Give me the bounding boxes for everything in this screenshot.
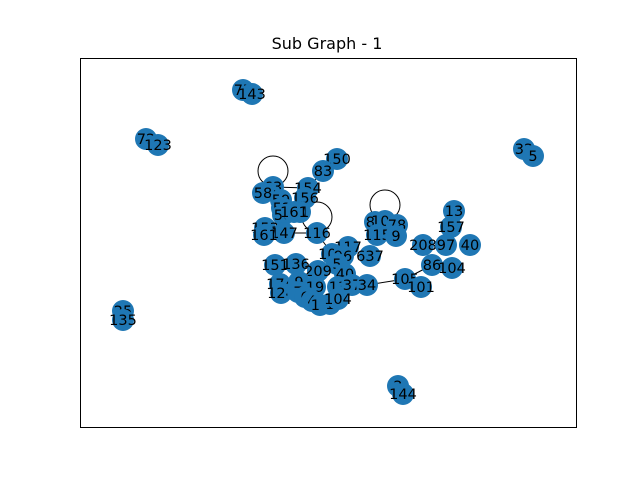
node-label: 161	[280, 205, 308, 221]
node-marker	[270, 282, 292, 304]
node-marker	[356, 274, 378, 296]
graph-node: 135	[109, 309, 137, 331]
node-label: 86	[423, 258, 441, 274]
node-marker	[253, 224, 275, 246]
node-label: 5	[332, 257, 341, 273]
node-label: 147	[270, 226, 298, 242]
graph-node: 40	[459, 234, 481, 256]
graph-node: 34	[356, 274, 378, 296]
graph-node: 115	[363, 224, 391, 246]
node-label: 58	[254, 186, 272, 202]
node-marker	[435, 234, 457, 256]
node-layer: 7714372123325150836315458591565251501611…	[109, 79, 544, 405]
node-label: 123	[144, 138, 172, 154]
node-label: 5	[528, 149, 537, 165]
node-marker	[366, 224, 388, 246]
node-label: 637	[356, 249, 384, 265]
node-marker	[459, 234, 481, 256]
graph-node: 101	[407, 276, 435, 298]
graph-node: 208	[409, 234, 437, 256]
node-marker	[285, 253, 307, 275]
node-label: 83	[314, 164, 332, 180]
node-marker	[306, 222, 328, 244]
node-label: 104	[438, 261, 466, 277]
node-label: 136	[282, 257, 310, 273]
node-marker	[283, 201, 305, 223]
node-marker	[385, 225, 407, 247]
node-label: 116	[303, 226, 331, 242]
node-label: 9	[391, 229, 400, 245]
graph-node: 147	[270, 222, 298, 244]
node-marker	[147, 134, 169, 156]
graph-node: 637	[356, 245, 384, 267]
node-marker	[252, 182, 274, 204]
graph-node: 136	[282, 253, 310, 275]
node-marker	[410, 276, 432, 298]
graph-node: 86	[421, 254, 443, 276]
node-label: 209	[304, 264, 332, 280]
graph-node: 161	[280, 201, 308, 223]
node-label: 40	[461, 238, 479, 254]
node-marker	[359, 245, 381, 267]
graph-node: 58	[252, 182, 274, 204]
node-marker	[412, 234, 434, 256]
graph-node: 161	[250, 224, 278, 246]
node-label: 144	[389, 387, 417, 403]
graph-node: 5	[522, 145, 544, 167]
graph-node: 83	[312, 160, 334, 182]
node-label: 13	[445, 204, 463, 220]
node-marker	[441, 257, 463, 279]
node-label: 101	[407, 280, 435, 296]
graph-node: 104	[438, 257, 466, 279]
node-label: 135	[109, 313, 137, 329]
node-label: 143	[238, 87, 266, 103]
graph-node: 151	[261, 254, 289, 276]
plot-frame	[80, 58, 577, 428]
figure-title: Sub Graph - 1	[272, 34, 383, 53]
node-marker	[392, 383, 414, 405]
node-marker	[327, 288, 349, 310]
graph-node: 143	[238, 83, 266, 105]
node-label: 208	[409, 238, 437, 254]
node-label: 161	[250, 228, 278, 244]
node-marker	[312, 160, 334, 182]
graph-node: 116	[303, 222, 331, 244]
graph-node: 104	[324, 288, 352, 310]
graph-node: 157	[437, 216, 465, 238]
node-label: 151	[261, 258, 289, 274]
node-marker	[440, 216, 462, 238]
node-marker	[264, 254, 286, 276]
graph-node: 97	[435, 234, 457, 256]
node-label: 97	[437, 238, 455, 254]
node-marker	[273, 222, 295, 244]
node-label: 34	[358, 278, 376, 294]
node-marker	[522, 145, 544, 167]
node-marker	[241, 83, 263, 105]
graph-node: 9	[385, 225, 407, 247]
node-label: 115	[363, 228, 391, 244]
node-marker	[421, 254, 443, 276]
graph-node: 123	[144, 134, 172, 156]
graph-node: 144	[389, 383, 417, 405]
node-label: 157	[437, 220, 465, 236]
node-marker	[112, 309, 134, 331]
node-label: 104	[324, 292, 352, 308]
